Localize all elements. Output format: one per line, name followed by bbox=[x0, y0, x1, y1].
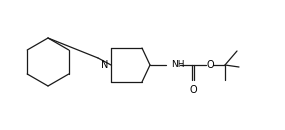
Text: N: N bbox=[101, 60, 108, 70]
Text: NH: NH bbox=[171, 60, 184, 69]
Text: O: O bbox=[206, 60, 214, 70]
Text: O: O bbox=[189, 85, 197, 95]
